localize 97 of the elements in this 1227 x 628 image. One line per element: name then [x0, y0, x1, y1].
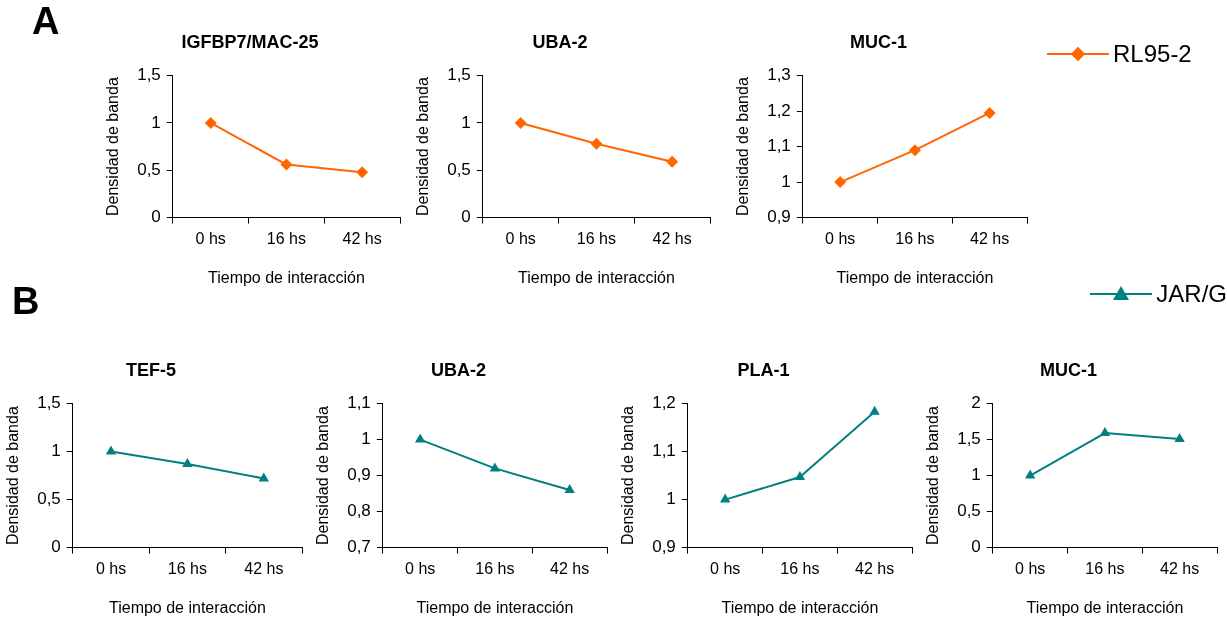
- point: [1099, 427, 1111, 437]
- x-tick-label: 42 hs: [550, 559, 590, 577]
- text: B: [12, 280, 40, 323]
- point: [794, 471, 806, 481]
- legend-label: JAR/G: [1156, 280, 1227, 308]
- x-tick-label: 0 hs: [710, 559, 741, 577]
- y-axis-title: Densidad de banda: [734, 77, 752, 216]
- x-tick-label: 42 hs: [855, 559, 895, 577]
- chart-title: MUC-1: [850, 31, 907, 52]
- y-tick-label: 1,5: [447, 65, 471, 85]
- chart-title: TEF-5: [125, 359, 177, 380]
- x-tick-label: 42 hs: [244, 559, 284, 577]
- y-tick-label: 1,5: [957, 429, 981, 449]
- x-tick-label: 16 hs: [266, 229, 306, 247]
- x-tick-label: 42 hs: [652, 229, 692, 247]
- y-axis-title: Densidad de banda: [414, 77, 432, 216]
- y-tick-label: 0,5: [447, 159, 471, 179]
- y-tick-label: 1: [461, 112, 471, 132]
- y-tick-label: 1,3: [767, 65, 791, 85]
- y-tick-label: 0,8: [347, 501, 371, 521]
- y-tick-label: 1: [781, 171, 791, 191]
- point: [415, 433, 426, 443]
- point: [1174, 432, 1185, 442]
- point: [1025, 469, 1036, 479]
- x-tick-label: 0 hs: [1015, 559, 1046, 577]
- x-tick-label: 16 hs: [576, 229, 616, 247]
- text: A: [32, 0, 60, 43]
- y-tick-label: 0,5: [957, 501, 981, 521]
- point: [869, 405, 880, 415]
- point: [983, 106, 996, 119]
- chart-title: UBA-2: [532, 31, 588, 52]
- x-tick-label: 0 hs: [825, 229, 856, 247]
- y-axis-title: Densidad de banda: [619, 406, 637, 545]
- chart-title: UBA-2: [430, 359, 487, 380]
- y-tick-label: 1,5: [37, 393, 61, 413]
- y-tick-label: 0,9: [767, 207, 791, 227]
- y-tick-label: 0,5: [137, 159, 161, 179]
- y-axis-title: Densidad de banda: [314, 406, 332, 545]
- x-axis-title: Tiempo de interacción: [109, 598, 266, 616]
- x-tick-label: 16 hs: [780, 559, 820, 577]
- y-tick-label: 0,9: [652, 537, 676, 557]
- y-tick-label: 1,1: [652, 441, 676, 461]
- x-tick-label: 0 hs: [95, 559, 127, 577]
- y-axis-title: Densidad de banda: [924, 406, 942, 545]
- y-axis-title: Densidad de banda: [104, 77, 122, 216]
- y-tick-label: 0,7: [347, 537, 371, 557]
- y-tick-label: 2: [971, 393, 981, 413]
- x-tick-label: 0 hs: [505, 229, 536, 247]
- y-tick-label: 1: [151, 112, 161, 132]
- y-tick-label: 1: [51, 441, 61, 461]
- point: [182, 458, 193, 468]
- y-tick-label: 1,1: [767, 136, 791, 156]
- point: [280, 158, 293, 171]
- y-tick-label: 0,5: [37, 489, 61, 509]
- x-tick-label: 42 hs: [342, 229, 382, 247]
- chart-title: MUC-1: [1040, 359, 1097, 380]
- y-axis-title: Densidad de banda: [4, 406, 22, 545]
- x-axis-title: Tiempo de interacción: [416, 598, 574, 616]
- point: [356, 166, 369, 179]
- y-tick-label: 1,5: [137, 65, 161, 85]
- point: [514, 116, 527, 129]
- x-axis-title: Tiempo de interacción: [836, 268, 994, 286]
- point: [834, 176, 847, 189]
- x-axis-title: Tiempo de interacción: [721, 598, 879, 616]
- point: [105, 445, 117, 455]
- x-axis-title: Tiempo de interacción: [518, 268, 675, 286]
- x-tick-label: 42 hs: [970, 229, 1010, 247]
- x-tick-label: 0 hs: [405, 559, 436, 577]
- point: [666, 155, 679, 168]
- y-tick-label: 1: [361, 429, 371, 449]
- point: [908, 144, 921, 157]
- y-tick-label: 0,9: [347, 465, 371, 485]
- point: [489, 462, 501, 472]
- chart-title: PLA-1: [737, 359, 790, 380]
- point: [590, 137, 603, 150]
- chart-title: IGFBP7/MAC-25: [181, 31, 319, 52]
- point: [564, 484, 575, 493]
- x-tick-label: 16 hs: [475, 559, 515, 577]
- y-tick-label: 0: [971, 537, 981, 557]
- y-tick-label: 0: [51, 537, 61, 557]
- point: [720, 493, 731, 503]
- y-tick-label: 1: [666, 489, 676, 509]
- x-axis-title: Tiempo de interacción: [208, 268, 365, 286]
- y-tick-label: 0: [151, 207, 161, 227]
- x-tick-label: 42 hs: [1160, 559, 1200, 577]
- x-axis-title: Tiempo de interacción: [1026, 598, 1184, 616]
- y-tick-label: 1: [971, 465, 981, 485]
- point: [204, 116, 217, 129]
- y-tick-label: 0: [461, 207, 471, 227]
- x-tick-label: 16 hs: [895, 229, 935, 247]
- x-tick-label: 0 hs: [195, 229, 226, 247]
- legend-label: RL95-2: [1113, 40, 1192, 68]
- x-tick-label: 16 hs: [1085, 559, 1125, 577]
- y-tick-label: 1,2: [652, 393, 676, 413]
- y-tick-label: 1,2: [767, 100, 791, 120]
- y-tick-label: 1,1: [347, 393, 371, 413]
- x-tick-label: 16 hs: [167, 559, 207, 577]
